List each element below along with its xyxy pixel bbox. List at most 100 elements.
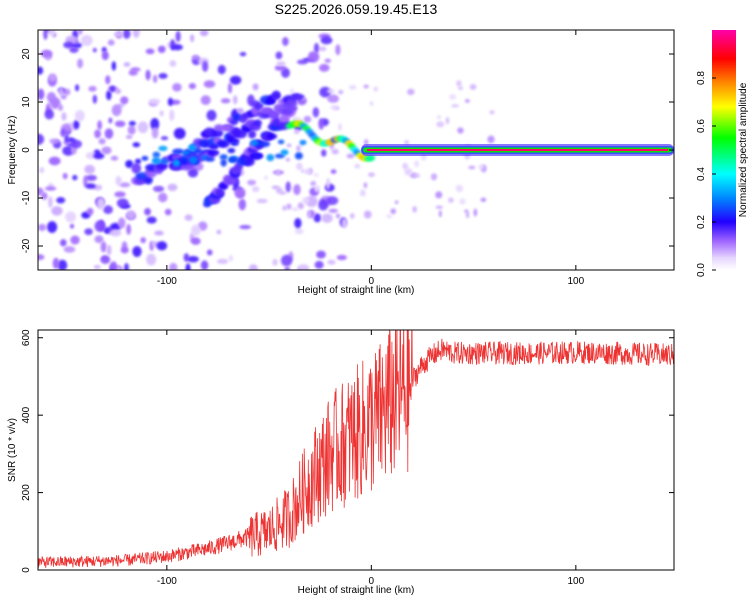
spectrogram-cell: [438, 210, 442, 218]
spectrogram-cell: [489, 110, 495, 115]
spectrogram-cell: [456, 80, 462, 87]
spectrogram-cell: [84, 228, 93, 236]
snr-y-tick-label: 600: [21, 329, 32, 346]
spec-x-tick-label: 100: [567, 276, 584, 287]
spectrogram-cell: [128, 121, 136, 126]
spectrogram-cell: [146, 216, 157, 224]
spectrogram-cell: [291, 207, 299, 211]
spectrogram-cell: [113, 31, 124, 37]
spectrogram-cell: [58, 87, 64, 96]
spectrogram-cell: [114, 191, 126, 198]
spectrogram-cell: [316, 250, 326, 259]
spectrogram-cell: [241, 126, 251, 133]
spectrogram-cell: [286, 143, 292, 148]
spectrogram-cell: [336, 254, 347, 261]
spectrogram-cell: [134, 158, 142, 164]
spectrogram-cell: [478, 164, 484, 170]
spectrogram-cell: [335, 213, 341, 219]
spectrogram-cell: [72, 174, 78, 181]
spectrogram-cell: [354, 163, 361, 169]
spectrogram-cell: [199, 30, 209, 37]
spectrogram-cell: [368, 172, 375, 177]
spectrogram-cell: [286, 98, 298, 108]
spectrogram-cell: [152, 151, 161, 158]
spectrogram-cell: [157, 45, 166, 54]
spectrogram-cell: [48, 30, 55, 36]
spectrogram-cell: [217, 141, 228, 147]
spectrogram-cell: [285, 181, 291, 193]
snr-series-line: [38, 330, 674, 568]
spectrogram-cell: [101, 146, 112, 155]
spectrogram-cell: [202, 61, 209, 72]
spectrogram-cell: [236, 108, 244, 114]
snr-y-label: SNR (10 * v/v): [7, 418, 18, 482]
spectrogram-cell: [190, 237, 201, 245]
spectrogram-cell: [141, 155, 149, 161]
spectrogram-cell: [230, 141, 239, 146]
spectrogram-cell: [48, 196, 53, 208]
colorbar-tick-label: 0.8: [696, 71, 707, 85]
spectrogram-cell: [228, 157, 238, 163]
spectrogram-cell: [205, 157, 215, 162]
spectrogram-cell: [284, 266, 290, 270]
spectrogram-cell: [109, 229, 122, 237]
spectrogram-cell: [123, 62, 131, 67]
spectrogram-cell: [294, 218, 302, 229]
spec-y-tick-label: -20: [21, 238, 32, 253]
spectrogram-cell: [44, 109, 55, 120]
spectrogram-cell: [57, 259, 68, 270]
spectrogram-cell: [132, 246, 142, 257]
spectrogram-cell: [128, 69, 138, 76]
spectrogram-cell: [321, 213, 333, 223]
spectrogram-cell: [187, 255, 199, 263]
spectrogram-cell: [216, 229, 222, 235]
spectrogram-cell: [181, 158, 188, 165]
spectrogram-cell: [74, 84, 80, 92]
spectrogram-cell: [276, 61, 286, 67]
spectrogram-cell: [248, 264, 258, 270]
spectrogram-cell: [51, 206, 63, 216]
spectrogram-cell: [234, 187, 246, 199]
spectrogram-cell: [44, 186, 57, 191]
spectrogram-cell: [206, 249, 213, 256]
spectrogram-cell: [94, 220, 106, 232]
colorbar: 0.0 0.2 0.4 0.6 0.8 Normalized spectral ampl…: [696, 30, 749, 277]
spectrogram-cell: [173, 127, 186, 140]
spectrogram-cell: [272, 90, 281, 99]
spectrogram-cell: [293, 184, 301, 196]
spectrogram-cell: [248, 130, 257, 139]
spectrogram-cell: [159, 110, 164, 117]
spectrogram-cell: [38, 66, 44, 75]
spectrogram-cell: [159, 158, 169, 165]
spectrogram-cell: [145, 69, 151, 81]
spectrogram-cell: [187, 168, 199, 178]
spectrogram-cell: [370, 101, 374, 106]
spectrogram-cell: [74, 109, 85, 122]
spectrogram-cell: [252, 83, 259, 91]
spectrogram-cell: [52, 257, 60, 269]
spectrogram-cell: [61, 112, 67, 121]
spectrogram-cell: [307, 210, 311, 219]
spectrogram-cell: [296, 145, 301, 152]
spectrogram-cell: [172, 159, 181, 167]
colorbar-tick-label: 0.6: [696, 119, 707, 133]
spectrogram-cell: [93, 264, 101, 269]
spectrogram-cell: [228, 255, 233, 262]
spec-y-tick-label: 20: [21, 48, 32, 60]
spectrogram-cell: [363, 84, 369, 89]
spectrogram-cell: [107, 39, 115, 46]
spectrogram-cell: [184, 214, 193, 221]
spectrogram-cell: [219, 154, 228, 160]
spectrogram-cell: [94, 235, 104, 244]
spectrogram-cell: [197, 221, 208, 231]
spectrogram-cell: [100, 255, 111, 264]
spectrogram-cell: [285, 157, 291, 162]
snr-x-tick-label: 0: [369, 576, 375, 587]
spectrogram-cell: [156, 241, 168, 251]
spectrogram-cell: [152, 74, 158, 83]
spectrogram-cell: [59, 239, 67, 247]
spectrogram-cell: [335, 44, 341, 56]
snr-x-tick-label: -100: [157, 576, 177, 587]
spectrogram-cell: [48, 156, 61, 166]
spectrogram-cell: [436, 115, 441, 120]
